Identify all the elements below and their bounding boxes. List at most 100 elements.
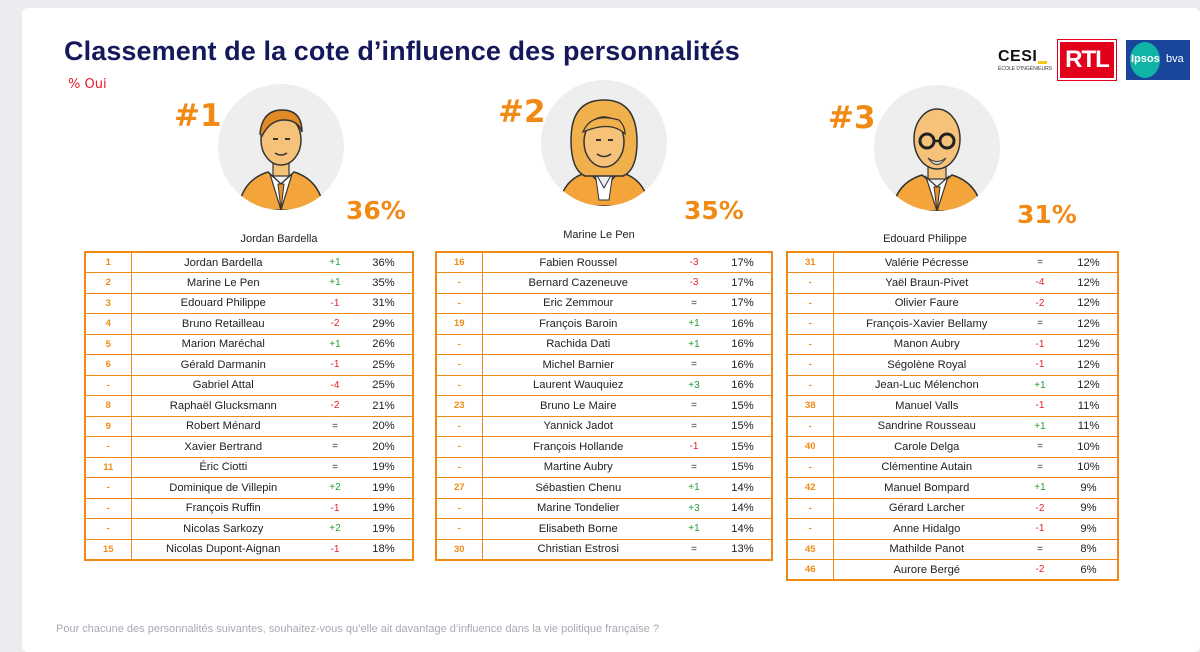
evolution-cell: -1 [1020, 354, 1060, 376]
ranking-table-1: 1 Jordan Bardella +1 36% 2 Marine Le Pen +1 35%… [84, 251, 414, 561]
name-cell: Aurore Bergé [832, 559, 1020, 581]
table-row: - Laurent Wauquiez +3 16% [435, 374, 773, 396]
evolution-cell: +1 [315, 251, 355, 273]
rank-cell: 23 [435, 395, 483, 417]
table-row: - François Ruffin -1 19% [84, 497, 414, 519]
table-row: 6 Gérald Darmanin -1 25% [84, 354, 414, 376]
evolution-cell: +3 [674, 497, 714, 519]
table-row: - Bernard Cazeneuve -3 17% [435, 272, 773, 294]
evolution-cell: +1 [1020, 374, 1060, 396]
name-cell: Gabriel Attal [130, 374, 315, 396]
evolution-cell: -3 [674, 272, 714, 294]
evolution-cell: -1 [674, 436, 714, 458]
rank-cell: - [786, 292, 834, 314]
rank-cell: - [786, 415, 834, 437]
rank-cell: 40 [786, 436, 834, 458]
evolution-cell: -4 [315, 374, 355, 396]
rank-cell: 8 [84, 395, 132, 417]
value-cell: 8% [1060, 538, 1119, 560]
evolution-cell: -4 [1020, 272, 1060, 294]
name-cell: Michel Barnier [481, 354, 674, 376]
value-cell: 9% [1060, 518, 1119, 540]
name-cell: Nicolas Dupont-Aignan [130, 538, 315, 560]
evolution-cell: +1 [1020, 477, 1060, 499]
rank-cell: - [435, 415, 483, 437]
value-cell: 36% [355, 251, 414, 273]
name-cell: Fabien Roussel [481, 251, 674, 273]
value-cell: 16% [714, 354, 773, 376]
table-row: - Gabriel Attal -4 25% [84, 374, 414, 396]
value-cell: 12% [1060, 292, 1119, 314]
rank-cell: 2 [84, 272, 132, 294]
table-row: 15 Nicolas Dupont-Aignan -1 18% [84, 538, 414, 560]
rank-cell: - [84, 436, 132, 458]
name-cell: François Ruffin [130, 497, 315, 519]
name-cell: Sébastien Chenu [481, 477, 674, 499]
table-row: 11 Éric Ciotti = 19% [84, 456, 414, 478]
evolution-cell: -3 [674, 251, 714, 273]
name-cell: Xavier Bertrand [130, 436, 315, 458]
name-cell: Marion Maréchal [130, 333, 315, 355]
value-cell: 12% [1060, 251, 1119, 273]
rank-cell: - [786, 333, 834, 355]
value-cell: 14% [714, 477, 773, 499]
evolution-cell: = [315, 415, 355, 437]
table-row: - Elisabeth Borne +1 14% [435, 518, 773, 540]
rtl-logo: RTL [1057, 39, 1117, 81]
evolution-cell: = [674, 292, 714, 314]
name-cell: Manuel Valls [832, 395, 1020, 417]
table-row: 31 Valérie Pécresse = 12% [786, 251, 1119, 273]
value-cell: 12% [1060, 333, 1119, 355]
value-cell: 18% [355, 538, 414, 560]
rank-cell: 42 [786, 477, 834, 499]
evolution-cell: -1 [1020, 333, 1060, 355]
table-row: 46 Aurore Bergé -2 6% [786, 559, 1119, 581]
table-row: - Michel Barnier = 16% [435, 354, 773, 376]
table-row: - Yaël Braun-Pivet -4 12% [786, 272, 1119, 294]
rank-cell: - [786, 497, 834, 519]
table-row: - Gérard Larcher -2 9% [786, 497, 1119, 519]
name-cell: Mathilde Panot [832, 538, 1020, 560]
name-cell: François Baroin [481, 313, 674, 335]
value-cell: 10% [1060, 456, 1119, 478]
table-row: 5 Marion Maréchal +1 26% [84, 333, 414, 355]
evolution-cell: -1 [315, 497, 355, 519]
value-cell: 20% [355, 436, 414, 458]
rank-cell: 30 [435, 538, 483, 560]
name-cell: Bernard Cazeneuve [481, 272, 674, 294]
evolution-cell: +2 [315, 518, 355, 540]
rank-cell: 31 [786, 251, 834, 273]
cesi-logo: CESI ÉCOLE D'INGÉNIEURS [998, 44, 1052, 76]
table-row: 3 Edouard Philippe -1 31% [84, 292, 414, 314]
value-cell: 15% [714, 395, 773, 417]
value-cell: 29% [355, 313, 414, 335]
evolution-cell: = [315, 436, 355, 458]
name-cell: Jordan Bardella [130, 251, 315, 273]
table-row: - Jean-Luc Mélenchon +1 12% [786, 374, 1119, 396]
table-row: - François Hollande -1 15% [435, 436, 773, 458]
value-cell: 9% [1060, 477, 1119, 499]
value-cell: 12% [1060, 272, 1119, 294]
table-row: 45 Mathilde Panot = 8% [786, 538, 1119, 560]
table-row: 38 Manuel Valls -1 11% [786, 395, 1119, 417]
podium-score-1: 36% [346, 196, 406, 225]
name-cell: Gérard Larcher [832, 497, 1020, 519]
rank-cell: 5 [84, 333, 132, 355]
evolution-cell: -2 [1020, 292, 1060, 314]
name-cell: Robert Ménard [130, 415, 315, 437]
table-row: - Martine Aubry = 15% [435, 456, 773, 478]
name-cell: Jean-Luc Mélenchon [832, 374, 1020, 396]
evolution-cell: +1 [315, 333, 355, 355]
name-cell: Manuel Bompard [832, 477, 1020, 499]
value-cell: 14% [714, 518, 773, 540]
table-row: 19 François Baroin +1 16% [435, 313, 773, 335]
table-row: 42 Manuel Bompard +1 9% [786, 477, 1119, 499]
name-cell: Yaël Braun-Pivet [832, 272, 1020, 294]
evolution-cell: +1 [674, 518, 714, 540]
rank-cell: 46 [786, 559, 834, 581]
rank-cell: 16 [435, 251, 483, 273]
value-cell: 17% [714, 272, 773, 294]
table-row: 9 Robert Ménard = 20% [84, 415, 414, 437]
rank-cell: - [786, 354, 834, 376]
table-row: - Nicolas Sarkozy +2 19% [84, 518, 414, 540]
